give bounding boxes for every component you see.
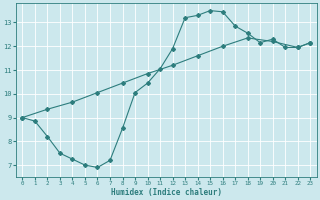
X-axis label: Humidex (Indice chaleur): Humidex (Indice chaleur) bbox=[111, 188, 222, 197]
